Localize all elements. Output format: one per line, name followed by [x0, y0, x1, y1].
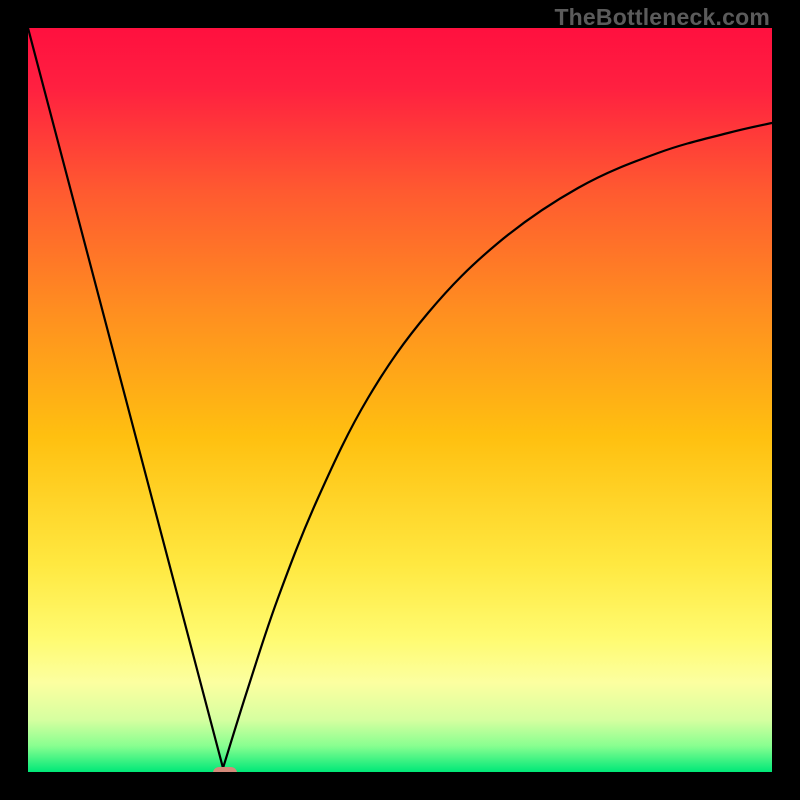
plot-area — [28, 28, 772, 772]
vertex-marker — [213, 767, 237, 772]
chart-frame: TheBottleneck.com — [0, 0, 800, 800]
watermark-text: TheBottleneck.com — [554, 4, 770, 31]
curve-right-branch — [223, 123, 772, 768]
curve-left-branch — [28, 28, 223, 768]
curve-layer — [28, 28, 772, 772]
